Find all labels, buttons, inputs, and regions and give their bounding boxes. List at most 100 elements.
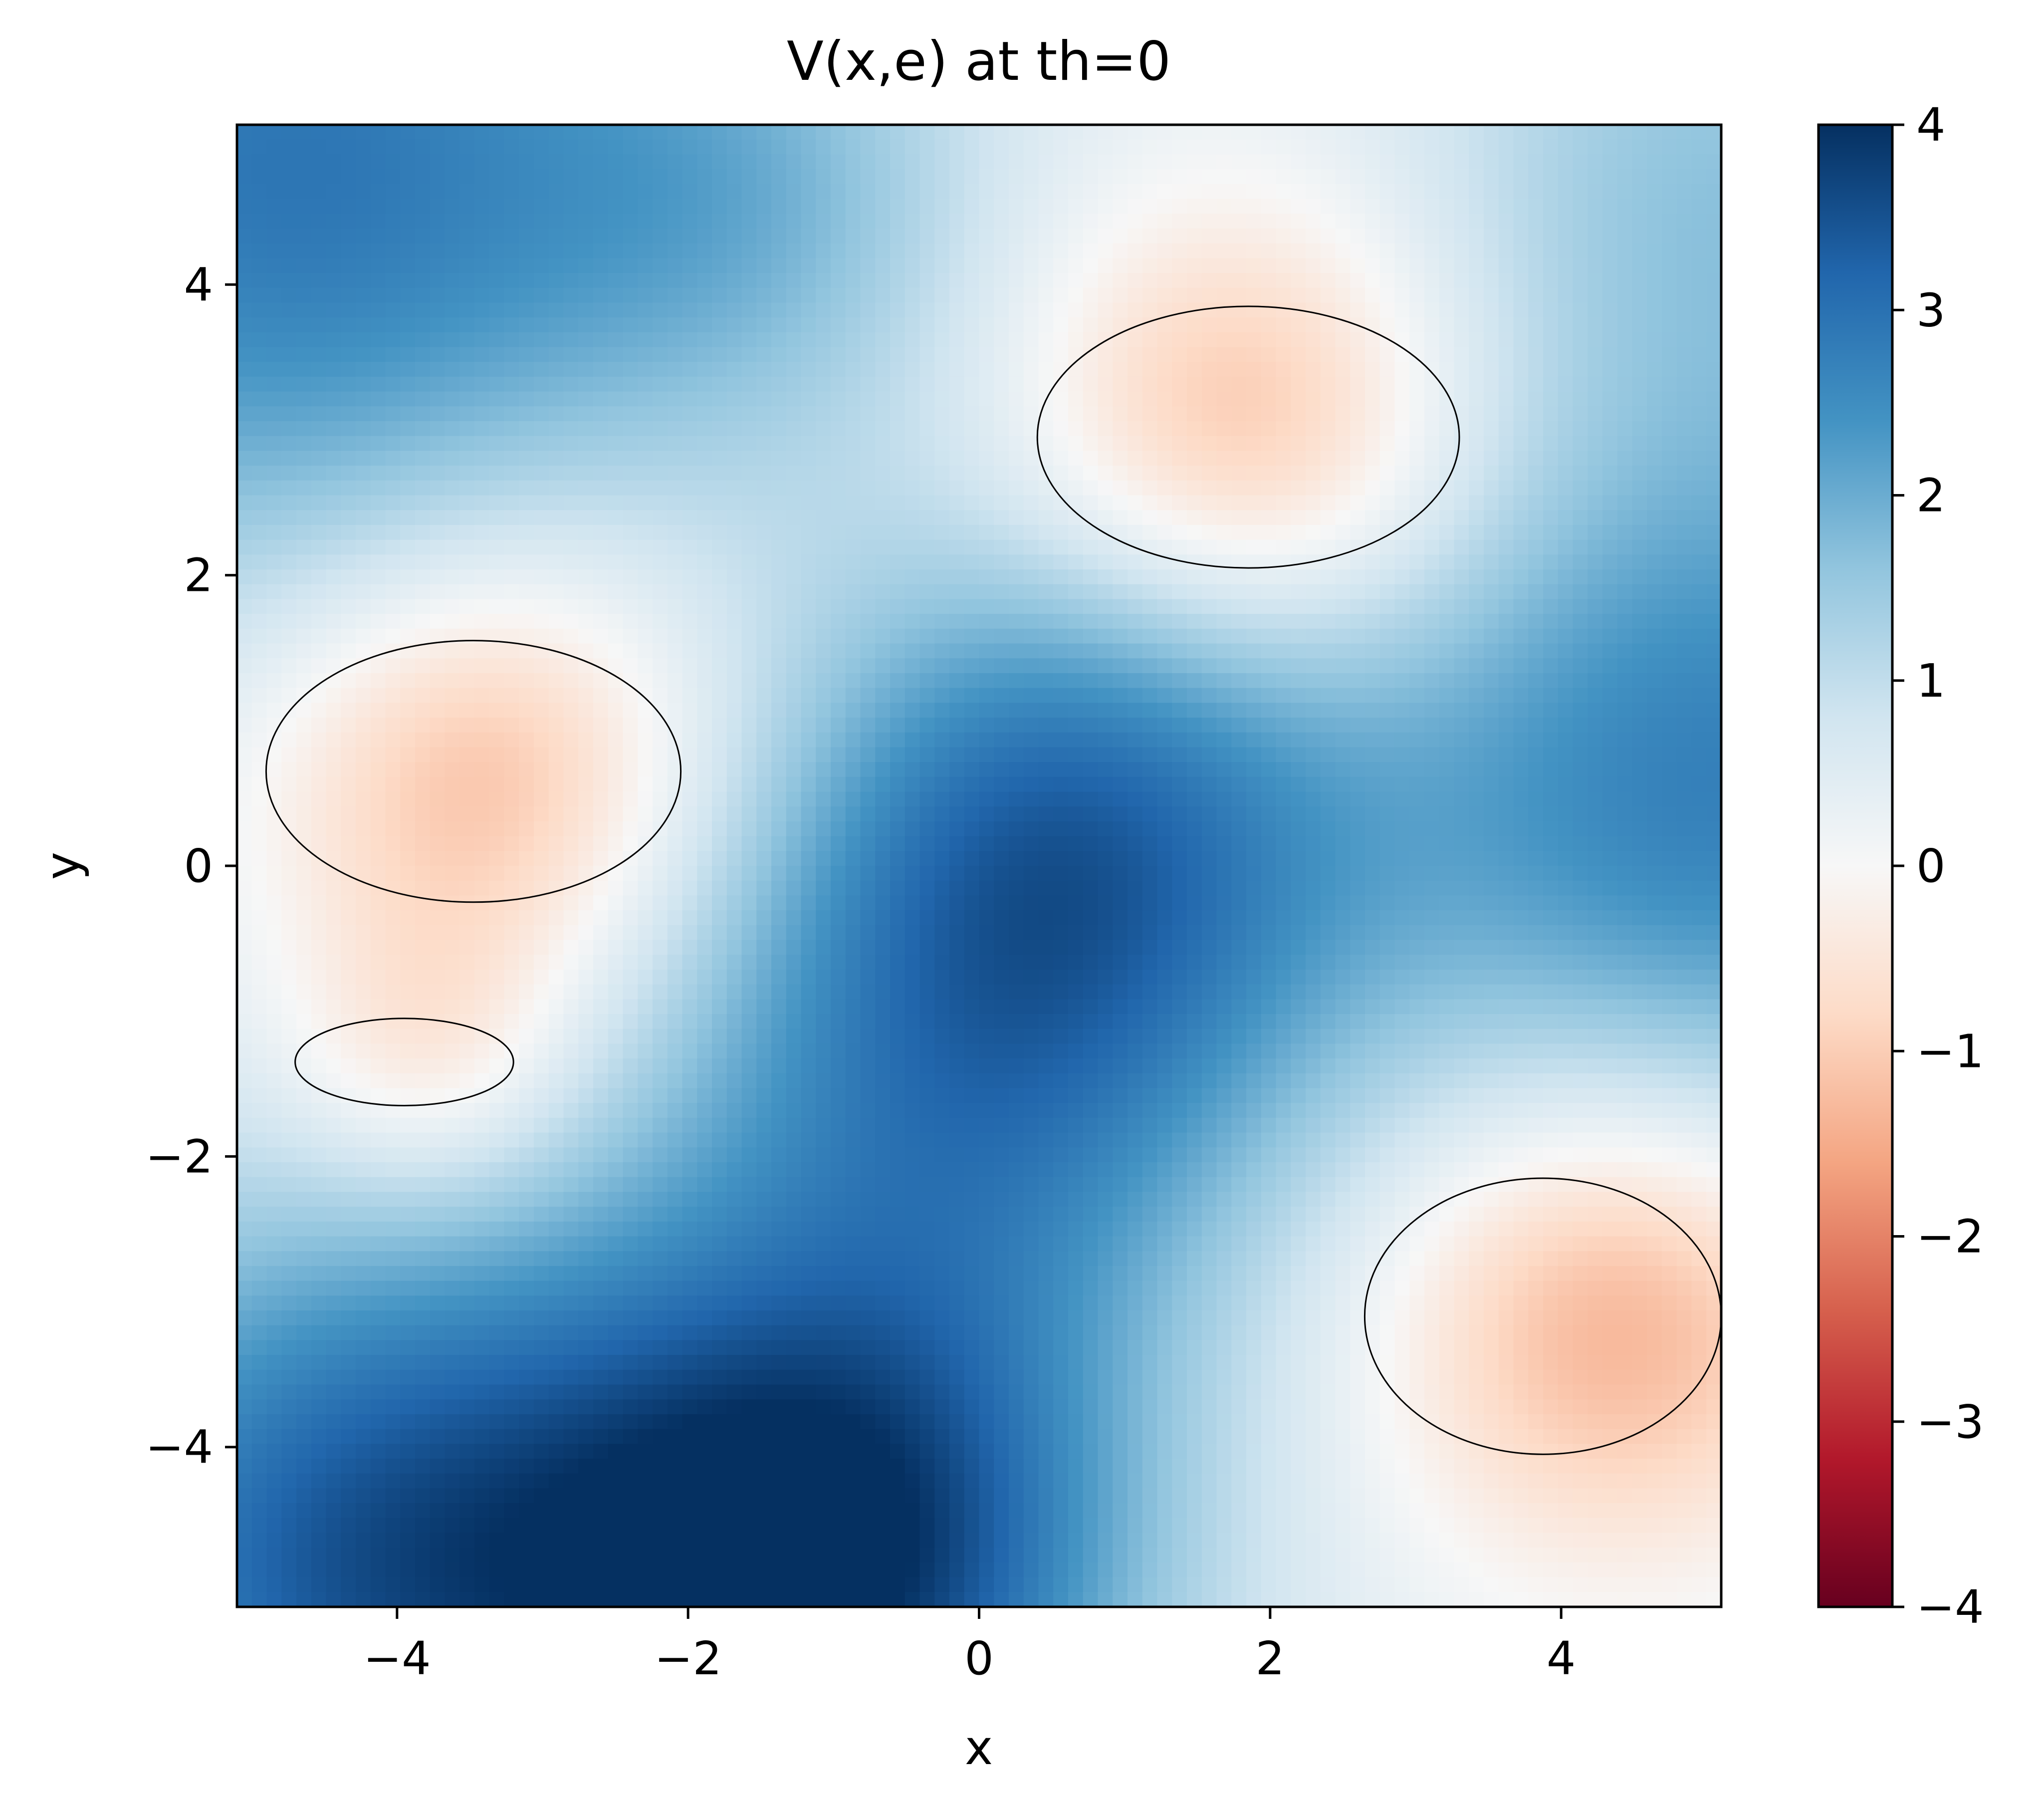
heatmap-cell xyxy=(296,791,312,807)
heatmap-cell xyxy=(548,1444,564,1459)
heatmap-cell xyxy=(593,480,609,496)
heatmap-cell xyxy=(326,332,342,348)
heatmap-cell xyxy=(964,1103,980,1118)
heatmap-cell xyxy=(296,984,312,1000)
heatmap-cell xyxy=(638,1355,653,1370)
heatmap-cell xyxy=(890,273,906,288)
heatmap-cell xyxy=(459,317,475,333)
heatmap-cell xyxy=(281,1399,297,1415)
heatmap-cell xyxy=(415,1162,431,1178)
heatmap-cell xyxy=(682,1088,698,1103)
heatmap-cell xyxy=(726,643,742,659)
heatmap-cell xyxy=(385,718,401,733)
heatmap-cell xyxy=(741,643,757,659)
heatmap-cell xyxy=(801,1117,817,1133)
heatmap-cell xyxy=(296,776,312,792)
heatmap-cell xyxy=(682,1251,698,1267)
heatmap-cell xyxy=(341,1162,356,1178)
heatmap-cell xyxy=(726,747,742,763)
heatmap-cell xyxy=(667,214,683,229)
heatmap-cell xyxy=(934,1147,950,1163)
heatmap-cell xyxy=(919,1429,935,1445)
heatmap-cell xyxy=(385,776,401,792)
heatmap-cell xyxy=(400,1029,416,1044)
heatmap-cell xyxy=(667,1444,683,1459)
heatmap-cell xyxy=(534,287,549,303)
heatmap-cell xyxy=(623,273,639,288)
heatmap-cell xyxy=(489,1281,505,1296)
heatmap-cell xyxy=(504,510,520,525)
heatmap-cell xyxy=(949,1414,965,1430)
heatmap-cell xyxy=(771,673,787,689)
heatmap-cell xyxy=(251,1029,267,1044)
heatmap-cell xyxy=(667,1369,683,1385)
heatmap-cell xyxy=(356,524,371,540)
heatmap-cell xyxy=(860,1414,876,1430)
heatmap-cell xyxy=(726,451,742,466)
heatmap-cell xyxy=(890,1236,906,1252)
heatmap-cell xyxy=(356,228,371,244)
heatmap-cell xyxy=(845,169,861,185)
heatmap-cell xyxy=(459,480,475,496)
heatmap-cell xyxy=(831,732,846,748)
heatmap-cell xyxy=(786,999,802,1015)
heatmap-cell xyxy=(504,569,520,585)
heatmap-cell xyxy=(608,554,624,570)
heatmap-cell xyxy=(623,1340,639,1355)
heatmap-cell xyxy=(890,1384,906,1400)
heatmap-cell xyxy=(459,287,475,303)
heatmap-cell xyxy=(237,1488,252,1504)
heatmap-cell xyxy=(623,925,639,941)
heatmap-cell xyxy=(326,658,342,674)
heatmap-cell xyxy=(756,747,772,763)
heatmap-cell xyxy=(786,391,802,407)
heatmap-cell xyxy=(430,376,446,392)
heatmap-cell xyxy=(741,1533,757,1548)
heatmap-cell xyxy=(266,688,282,704)
heatmap-cell xyxy=(266,199,282,214)
heatmap-cell xyxy=(519,1073,534,1089)
heatmap-cell xyxy=(341,1355,356,1370)
heatmap-cell xyxy=(771,718,787,733)
heatmap-cell xyxy=(845,940,861,955)
heatmap-cell xyxy=(266,1577,282,1593)
heatmap-cell xyxy=(445,1281,460,1296)
heatmap-cell xyxy=(251,1384,267,1400)
heatmap-cell xyxy=(623,940,639,955)
heatmap-cell xyxy=(653,658,668,674)
heatmap-cell xyxy=(934,1340,950,1355)
heatmap-cell xyxy=(474,718,490,733)
heatmap-cell xyxy=(504,421,520,437)
heatmap-cell xyxy=(385,614,401,629)
heatmap-cell xyxy=(385,969,401,985)
heatmap-cell xyxy=(949,673,965,689)
heatmap-cell xyxy=(831,451,846,466)
heatmap-cell xyxy=(489,1207,505,1222)
heatmap-cell xyxy=(949,243,965,259)
heatmap-cell xyxy=(682,658,698,674)
heatmap-cell xyxy=(266,1058,282,1074)
heatmap-cell xyxy=(578,421,594,437)
heatmap-cell xyxy=(845,1207,861,1222)
heatmap-cell xyxy=(251,584,267,600)
heatmap-cell xyxy=(890,584,906,600)
heatmap-cell xyxy=(251,480,267,496)
heatmap-cell xyxy=(919,1147,935,1163)
heatmap-cell xyxy=(860,880,876,896)
heatmap-cell xyxy=(341,1399,356,1415)
heatmap-cell xyxy=(548,524,564,540)
heatmap-cell xyxy=(341,332,356,348)
heatmap-cell xyxy=(608,643,624,659)
heatmap-cell xyxy=(400,599,416,614)
heatmap-cell xyxy=(356,1384,371,1400)
heatmap-cell xyxy=(430,1192,446,1207)
heatmap-cell xyxy=(548,510,564,525)
heatmap-cell xyxy=(341,584,356,600)
heatmap-cell xyxy=(653,851,668,866)
heatmap-cell xyxy=(266,524,282,540)
heatmap-cell xyxy=(281,139,297,155)
heatmap-cell xyxy=(504,169,520,185)
heatmap-cell xyxy=(237,791,252,807)
heatmap-cell xyxy=(697,524,712,540)
